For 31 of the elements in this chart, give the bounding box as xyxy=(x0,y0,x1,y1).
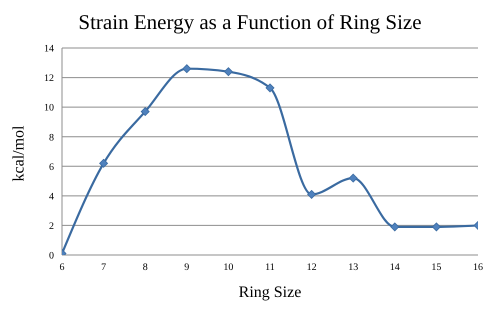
x-tick-label: 8 xyxy=(142,262,148,274)
y-tick-label: 4 xyxy=(49,191,54,202)
x-tick-label: 14 xyxy=(390,262,400,274)
y-tick-label: 8 xyxy=(49,132,54,144)
y-tick-label: 12 xyxy=(44,73,54,84)
x-tick-label: 16 xyxy=(473,262,483,274)
y-tick-label: 2 xyxy=(49,220,54,232)
y-tick-label: 14 xyxy=(44,44,54,55)
x-tick-label: 15 xyxy=(431,262,442,274)
x-tick-label: 9 xyxy=(184,262,190,274)
point xyxy=(99,158,108,168)
x-tick-label: 7 xyxy=(101,262,106,274)
point xyxy=(140,107,150,116)
chart-title: Strain Energy as a Function of Ring Size xyxy=(77,10,423,35)
x-tick-label: 13 xyxy=(348,262,358,274)
x-tick-label: 11 xyxy=(265,262,275,274)
y-tick-label: 6 xyxy=(49,162,54,173)
point xyxy=(224,67,233,76)
point xyxy=(182,64,192,74)
x-tick-label: 10 xyxy=(223,262,234,274)
y-tick-label: 10 xyxy=(44,102,54,114)
point xyxy=(348,174,358,183)
point xyxy=(390,222,400,232)
x-tick-label: 12 xyxy=(306,262,317,274)
y-axis-title: kcal/mol xyxy=(10,124,28,182)
x-tick-label: 6 xyxy=(60,262,64,274)
point xyxy=(307,190,316,199)
point xyxy=(266,84,274,92)
y-tick-label: 0 xyxy=(49,250,54,262)
point xyxy=(432,222,441,232)
x-axis-title: Ring Size xyxy=(238,284,302,301)
